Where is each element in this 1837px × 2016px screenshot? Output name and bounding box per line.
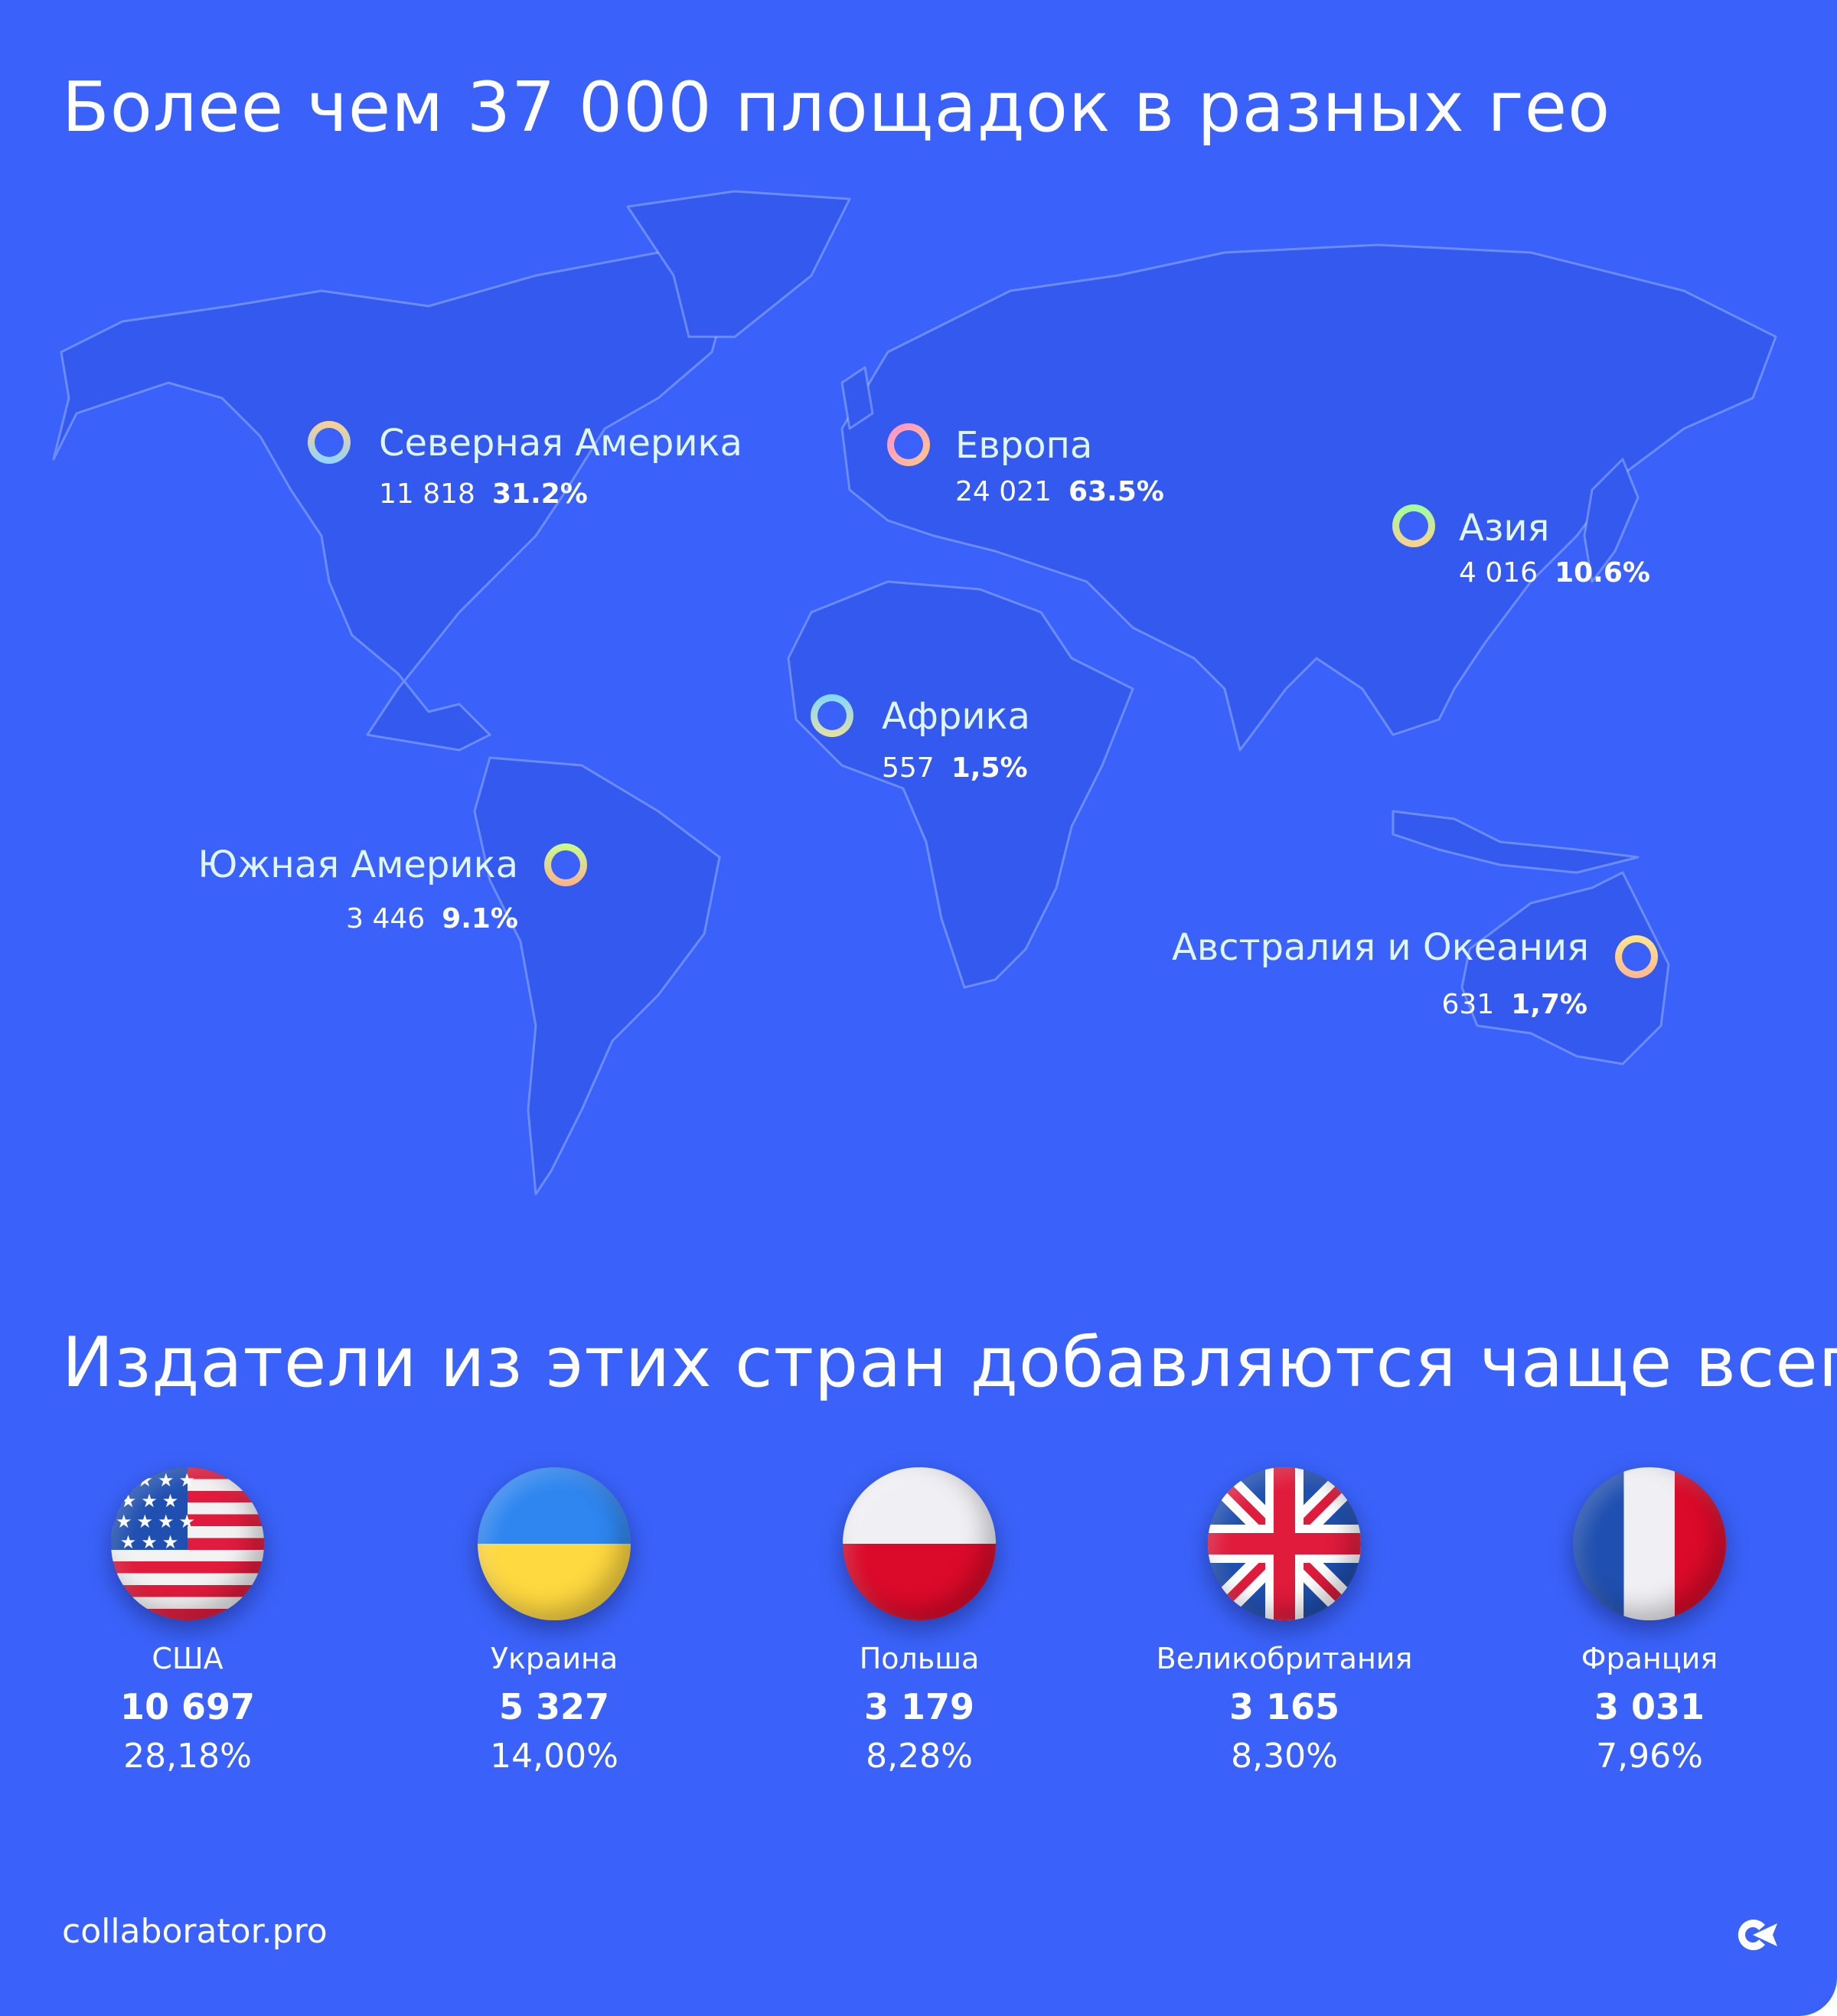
- region-marker-icon: [544, 843, 587, 886]
- region-percent: 1,7%: [1511, 989, 1587, 1020]
- region-stats: 3 446 9.1%: [346, 905, 518, 933]
- indonesia-shape: [1392, 810, 1640, 874]
- region-count: 4 016: [1459, 557, 1538, 589]
- region-stats: 4 016 10.6%: [1459, 559, 1650, 587]
- region-stats: 24 021 63.5%: [955, 478, 1164, 506]
- country-name: Польша: [859, 1642, 980, 1675]
- footer-site-link[interactable]: collaborator.pro: [62, 1912, 328, 1951]
- region-percent: 1,5%: [951, 752, 1028, 784]
- region-name: Южная Америка: [197, 843, 518, 886]
- australia-shape: [1460, 871, 1670, 1065]
- country-count: 3 165: [1228, 1686, 1340, 1727]
- region-percent: 9.1%: [442, 903, 518, 935]
- region-marker-icon: [887, 423, 930, 466]
- region-percent: 63.5%: [1068, 476, 1164, 507]
- region-stats: 557 1,5%: [882, 755, 1028, 782]
- region-stats: 631 1,7%: [1441, 991, 1587, 1019]
- region-marker-icon: [308, 421, 351, 464]
- country-card-uk: Великобритания 3 165 8,30%: [1131, 1467, 1437, 1776]
- region-marker-icon: [1392, 504, 1435, 547]
- country-count: 3 179: [863, 1686, 975, 1727]
- country-count: 3 031: [1594, 1686, 1705, 1727]
- eurasia-shape: [840, 243, 1777, 752]
- region-stats: 11 818 31.2%: [379, 481, 588, 508]
- country-name: Великобритания: [1156, 1642, 1413, 1675]
- country-percent: 8,28%: [866, 1737, 973, 1776]
- us-flag-icon: ★★★★ ★★★ ★★★★ ★★★: [111, 1467, 264, 1620]
- region-name: Азия: [1459, 507, 1550, 550]
- ua-flag-icon: [478, 1467, 631, 1620]
- world-map: [52, 190, 1777, 1196]
- region-count: 557: [882, 752, 935, 784]
- region-marker-icon: [811, 694, 853, 737]
- region-name: Европа: [955, 424, 1093, 467]
- pl-flag-icon: [843, 1467, 996, 1620]
- greenland-shape: [626, 190, 851, 338]
- region-name: Африка: [882, 695, 1030, 738]
- country-name: Украина: [490, 1642, 618, 1675]
- region-percent: 31.2%: [491, 478, 588, 510]
- country-card-france: Франция 3 031 7,96%: [1496, 1467, 1803, 1776]
- africa-shape: [787, 580, 1134, 989]
- south-america-shape: [473, 756, 721, 1196]
- country-card-usa: ★★★★ ★★★ ★★★★ ★★★ США 10 697 28,18%: [34, 1467, 341, 1776]
- country-count: 5 327: [498, 1686, 610, 1727]
- region-count: 11 818: [379, 478, 475, 510]
- country-name: США: [152, 1642, 224, 1675]
- uk-shape: [840, 366, 874, 430]
- region-name: Северная Америка: [379, 422, 742, 465]
- countries-section-title: Издатели из этих стран добавляются чаще …: [62, 1323, 1837, 1403]
- country-percent: 14,00%: [490, 1737, 618, 1776]
- region-count: 631: [1441, 989, 1495, 1020]
- country-count: 10 697: [119, 1686, 256, 1727]
- region-percent: 10.6%: [1555, 557, 1650, 589]
- country-percent: 8,30%: [1231, 1737, 1338, 1776]
- page-title: Более чем 37 000 площадок в разных гео: [62, 67, 1611, 148]
- country-card-ukraine: Украина 5 327 14,00%: [401, 1467, 707, 1776]
- region-marker-icon: [1615, 935, 1658, 978]
- country-percent: 28,18%: [123, 1737, 252, 1776]
- north-america-shape: [52, 251, 736, 752]
- country-percent: 7,96%: [1596, 1737, 1703, 1776]
- region-count: 24 021: [955, 476, 1052, 507]
- region-name: Австралия и Океания: [1172, 926, 1589, 969]
- fr-flag-icon: [1573, 1467, 1726, 1620]
- gb-flag-icon: [1208, 1467, 1361, 1620]
- collaborator-logo-icon: [1737, 1920, 1777, 1950]
- country-card-poland: Польша 3 179 8,28%: [766, 1467, 1072, 1776]
- country-name: Франция: [1581, 1642, 1718, 1675]
- region-count: 3 446: [346, 903, 426, 935]
- japan-shape: [1583, 458, 1640, 583]
